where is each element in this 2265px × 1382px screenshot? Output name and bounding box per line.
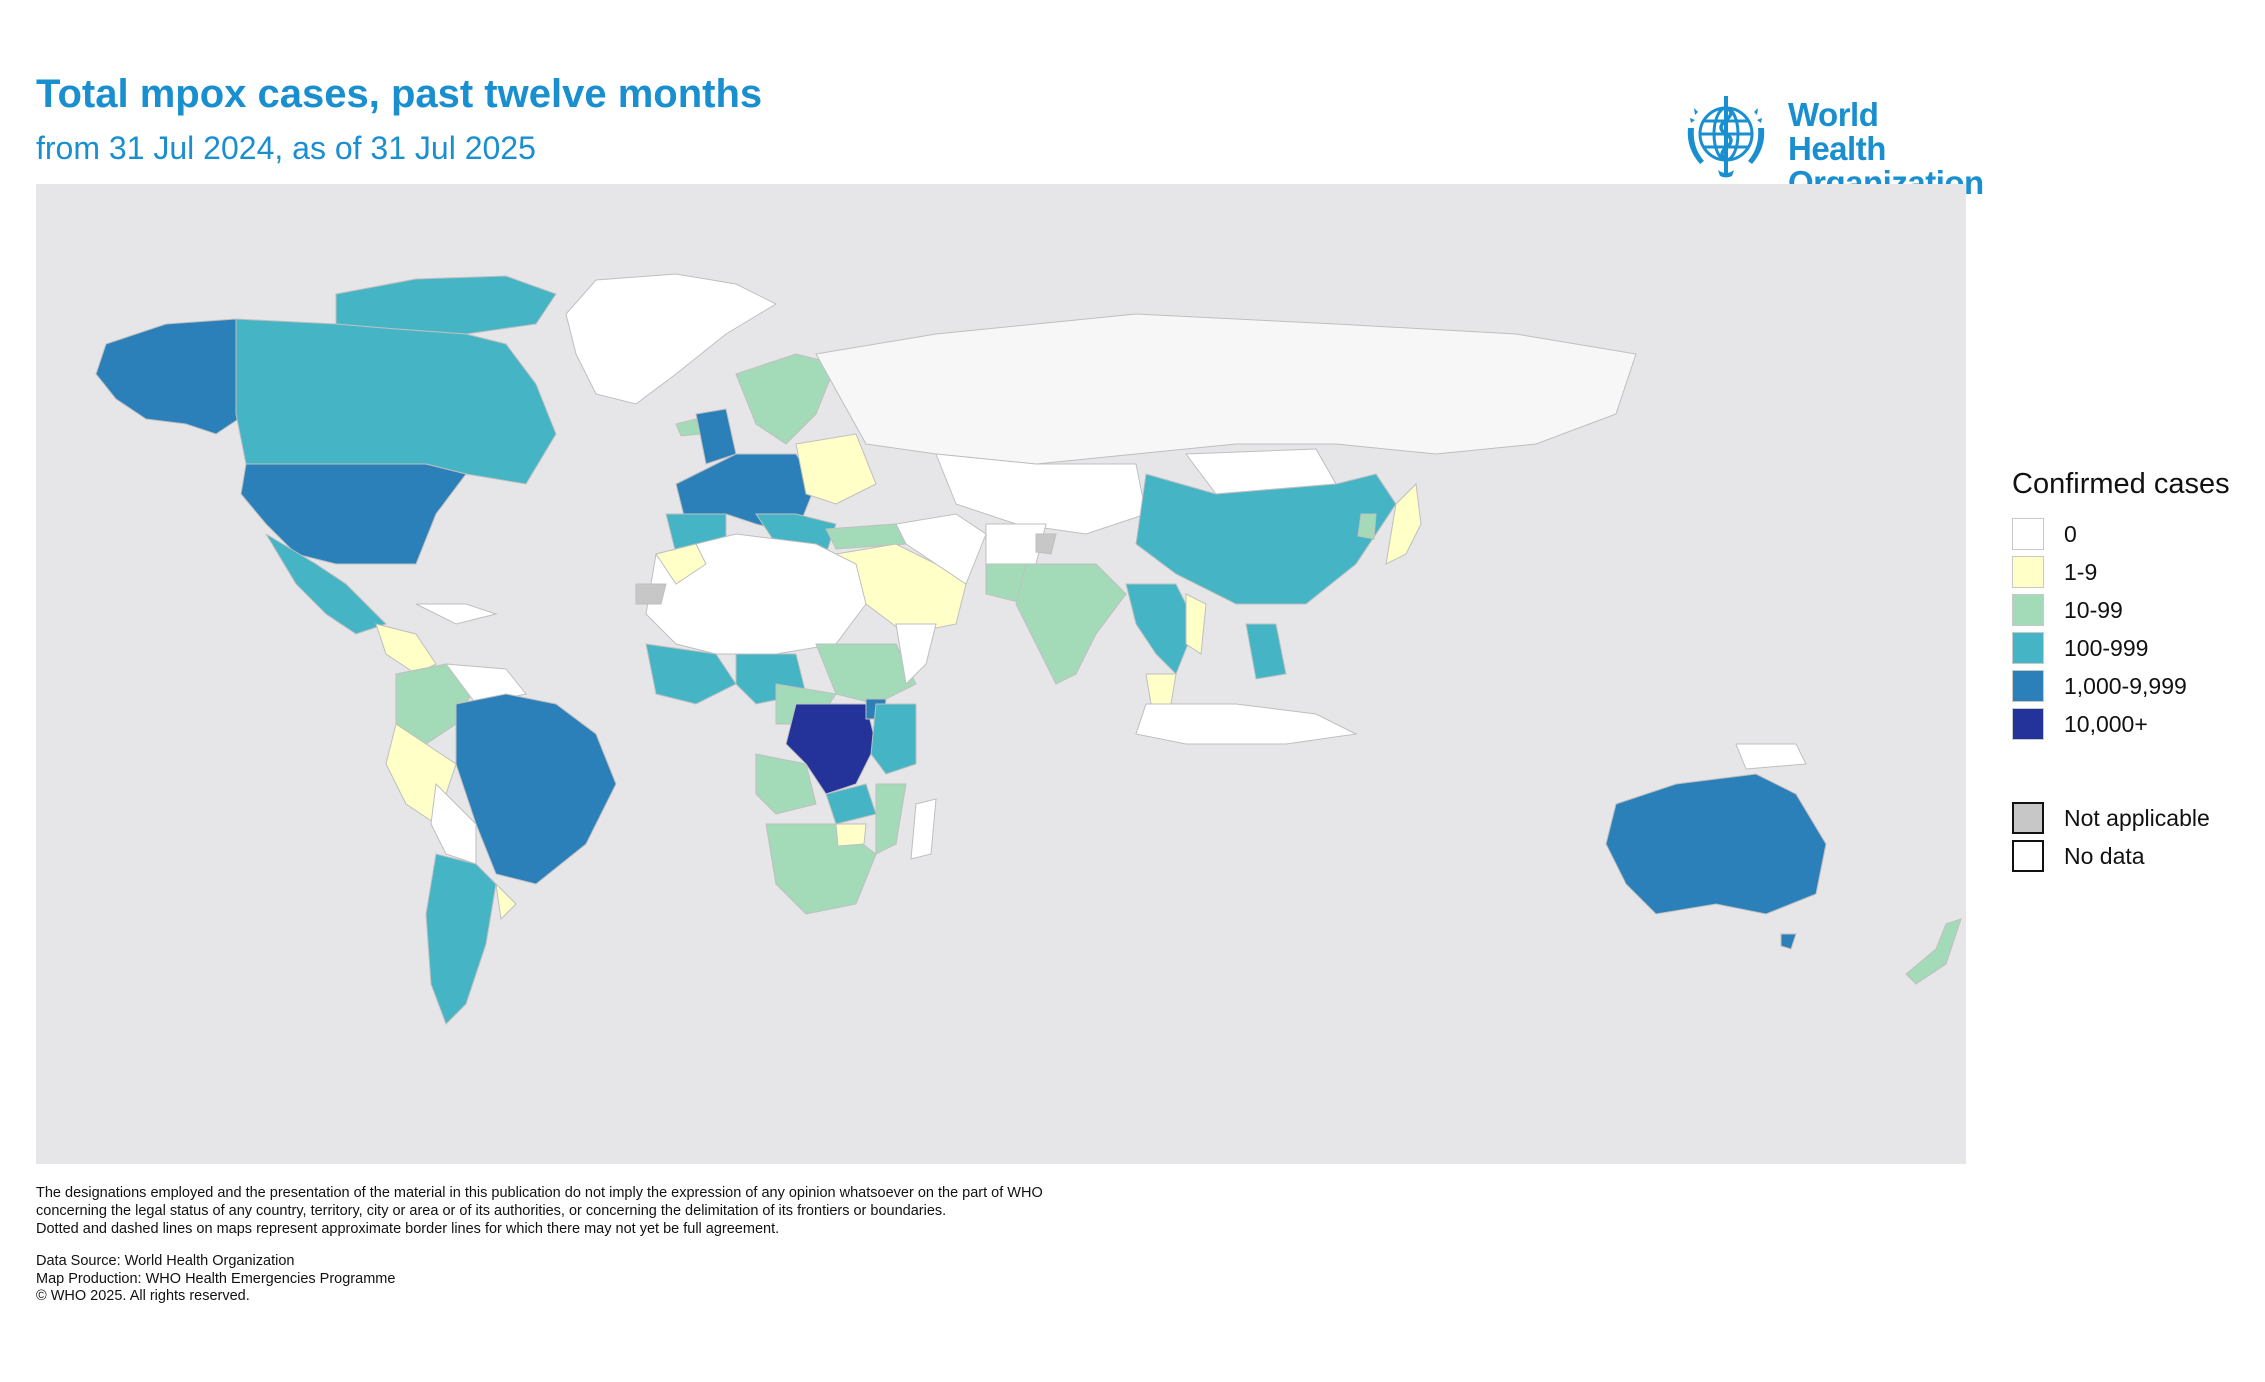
copyright: © WHO 2025. All rights reserved. bbox=[36, 1288, 250, 1304]
region-horn bbox=[895, 623, 937, 686]
region-bolivia bbox=[430, 782, 477, 865]
legend-label: Not applicable bbox=[2064, 804, 2210, 831]
legend-label: 1-9 bbox=[2064, 558, 2098, 585]
region-scandinavia bbox=[735, 353, 837, 445]
legend-label: 100-999 bbox=[2064, 634, 2149, 661]
region-central-asia bbox=[935, 453, 1147, 535]
world-map-svg bbox=[95, 273, 1962, 1025]
region-iran bbox=[895, 513, 987, 585]
map-legend: Confirmed cases 0 1-9 10-99 100-999 1,00… bbox=[2012, 468, 2252, 875]
region-alaska bbox=[95, 318, 247, 435]
region-brazil bbox=[455, 693, 617, 885]
legend-item-100-999: 100-999 bbox=[2012, 629, 2252, 667]
legend-swatch bbox=[2012, 594, 2044, 626]
legend-item-10-99: 10-99 bbox=[2012, 591, 2252, 629]
region-uruguay bbox=[495, 882, 517, 921]
region-west-africa bbox=[645, 643, 737, 705]
region-western-sahara bbox=[635, 583, 667, 605]
legend-item-1000-9999: 1,000-9,999 bbox=[2012, 667, 2252, 705]
region-kashmir bbox=[1035, 533, 1057, 555]
legend-item-10000-plus: 10,000+ bbox=[2012, 705, 2252, 743]
region-china bbox=[1135, 473, 1397, 605]
map-title: Total mpox cases, past twelve months bbox=[36, 72, 763, 116]
world-map[interactable] bbox=[36, 184, 1966, 1164]
legend-label: 10-99 bbox=[2064, 596, 2123, 623]
region-mozambique bbox=[875, 783, 907, 855]
region-japan bbox=[1385, 482, 1422, 565]
region-greenland bbox=[565, 273, 778, 405]
source-credits: Data Source: World Health Organization M… bbox=[36, 1253, 395, 1306]
map-production: Map Production: WHO Health Emergencies P… bbox=[36, 1270, 396, 1287]
disclaimer: The designations employed and the presen… bbox=[36, 1184, 1236, 1238]
region-middle-east bbox=[835, 543, 967, 635]
disclaimer-line-1: The designations employed and the presen… bbox=[36, 1185, 1043, 1201]
region-uk bbox=[695, 408, 737, 465]
disclaimer-line-3: Dotted and dashed lines on maps represen… bbox=[36, 1221, 780, 1237]
region-zimbabwe bbox=[835, 823, 867, 847]
region-russia bbox=[815, 313, 1637, 465]
legend-item-0: 0 bbox=[2012, 515, 2252, 553]
region-eastern-europe bbox=[795, 433, 877, 505]
region-tasmania bbox=[1780, 933, 1797, 950]
legend-label: 10,000+ bbox=[2064, 710, 2148, 737]
region-canada bbox=[235, 318, 557, 485]
legend-label: No data bbox=[2064, 842, 2145, 869]
region-angola bbox=[755, 753, 817, 815]
legend-swatch bbox=[2012, 632, 2044, 664]
region-usa bbox=[240, 463, 467, 565]
who-emblem-icon bbox=[1687, 96, 1765, 178]
legend-item-1-9: 1-9 bbox=[2012, 553, 2252, 591]
region-philippines bbox=[1245, 623, 1287, 680]
region-new-zealand bbox=[1905, 918, 1962, 985]
map-subtitle: from 31 Jul 2024, as of 31 Jul 2025 bbox=[36, 130, 536, 166]
region-caribbean bbox=[415, 603, 498, 625]
region-india bbox=[1015, 563, 1127, 685]
legend-label: 1,000-9,999 bbox=[2064, 672, 2187, 699]
region-east-africa-north bbox=[815, 643, 917, 705]
region-korea bbox=[1357, 513, 1377, 540]
legend-swatch bbox=[2012, 518, 2044, 550]
region-canada-arctic bbox=[335, 275, 557, 335]
legend-swatch bbox=[2012, 802, 2044, 834]
who-logo: World Health Organization bbox=[1678, 88, 1984, 200]
legend-title: Confirmed cases bbox=[2012, 468, 2230, 500]
legend-swatch bbox=[2012, 708, 2044, 740]
region-central-america bbox=[375, 623, 437, 675]
legend-swatch bbox=[2012, 670, 2044, 702]
region-vietnam bbox=[1185, 593, 1207, 655]
legend-swatch bbox=[2012, 840, 2044, 872]
data-source: Data Source: World Health Organization bbox=[36, 1253, 295, 1269]
region-argentina bbox=[425, 853, 497, 1025]
region-indonesia bbox=[1135, 703, 1358, 745]
region-malaysia bbox=[1145, 673, 1177, 705]
region-madagascar bbox=[910, 798, 937, 860]
logo-line-1: World Health bbox=[1788, 96, 1886, 167]
legend-item-not-applicable: Not applicable bbox=[2012, 799, 2252, 837]
legend-label: 0 bbox=[2064, 520, 2077, 547]
disclaimer-line-2: concerning the legal status of any count… bbox=[36, 1203, 947, 1219]
region-kenya-tanzania bbox=[870, 703, 917, 775]
region-mexico bbox=[265, 533, 387, 635]
legend-item-no-data: No data bbox=[2012, 837, 2252, 875]
region-png bbox=[1735, 743, 1807, 770]
region-morocco bbox=[655, 543, 707, 585]
legend-swatch bbox=[2012, 556, 2044, 588]
region-australia bbox=[1605, 773, 1827, 915]
